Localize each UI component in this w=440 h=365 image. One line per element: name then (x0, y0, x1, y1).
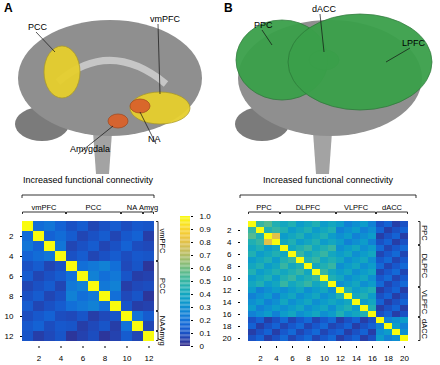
svg-text:0.7: 0.7 (200, 251, 212, 260)
svg-text:6: 6 (9, 272, 14, 281)
svg-text:PCC: PCC (86, 203, 102, 212)
svg-text:8: 8 (306, 354, 311, 363)
svg-text:4: 4 (9, 252, 14, 261)
svg-text:A: A (4, 1, 13, 15)
svg-text:14: 14 (352, 354, 361, 363)
svg-text:8: 8 (9, 292, 14, 301)
svg-text:NA: NA (158, 316, 167, 326)
svg-text:vmPFC: vmPFC (32, 203, 58, 212)
svg-text:PCC: PCC (158, 278, 167, 294)
svg-text:4: 4 (274, 354, 279, 363)
svg-text:4: 4 (227, 238, 232, 247)
svg-text:8: 8 (227, 262, 232, 271)
svg-text:NA: NA (148, 134, 161, 144)
svg-text:VLPFC: VLPFC (344, 203, 369, 212)
svg-text:Amygdala: Amygdala (70, 144, 110, 154)
svg-text:12: 12 (336, 354, 345, 363)
svg-text:1.0: 1.0 (200, 212, 212, 221)
svg-text:vmPFC: vmPFC (150, 14, 180, 24)
svg-text:20: 20 (223, 334, 232, 343)
svg-text:PPC: PPC (254, 20, 273, 30)
svg-text:0.6: 0.6 (200, 264, 212, 273)
svg-text:0.4: 0.4 (200, 290, 212, 299)
svg-text:10: 10 (223, 274, 232, 283)
svg-text:10: 10 (123, 354, 132, 363)
svg-text:6: 6 (81, 354, 86, 363)
html-text:Increased functional connectiv: Increased functional connectivity (263, 175, 393, 185)
svg-text:10: 10 (5, 312, 14, 321)
svg-text:PPC: PPC (420, 225, 429, 241)
svg-text:PPC: PPC (256, 203, 272, 212)
svg-text:16: 16 (368, 354, 377, 363)
svg-text:dACC: dACC (382, 203, 403, 212)
svg-text:NA: NA (127, 203, 137, 212)
svg-text:6: 6 (290, 354, 295, 363)
svg-text:4: 4 (59, 354, 64, 363)
svg-text:0.2: 0.2 (200, 316, 212, 325)
svg-text:12: 12 (145, 354, 154, 363)
svg-text:PCC: PCC (28, 22, 48, 32)
svg-text:0.9: 0.9 (200, 225, 212, 234)
svg-text:8: 8 (103, 354, 108, 363)
svg-text:Amyg: Amyg (158, 326, 167, 345)
svg-text:12: 12 (223, 286, 232, 295)
svg-text:0.8: 0.8 (200, 238, 212, 247)
svg-text:vmPFC: vmPFC (158, 229, 167, 255)
svg-text:20: 20 (400, 354, 409, 363)
svg-text:VLPFC: VLPFC (420, 290, 429, 315)
svg-text:12: 12 (5, 332, 14, 341)
svg-text:DLPFC: DLPFC (296, 203, 321, 212)
svg-text:0.1: 0.1 (200, 329, 212, 338)
svg-text:16: 16 (223, 310, 232, 319)
svg-text:Amyg: Amyg (139, 203, 158, 212)
svg-text:2: 2 (37, 354, 42, 363)
svg-text:dACC: dACC (420, 319, 429, 340)
svg-text:2: 2 (258, 354, 263, 363)
svg-text:0: 0 (200, 342, 205, 351)
svg-text:18: 18 (384, 354, 393, 363)
svg-text:0.5: 0.5 (200, 277, 212, 286)
svg-text:2: 2 (227, 226, 232, 235)
svg-text:10: 10 (320, 354, 329, 363)
svg-text:LPFC: LPFC (402, 38, 426, 48)
svg-text:dACC: dACC (312, 4, 337, 14)
svg-text:18: 18 (223, 322, 232, 331)
svg-text:14: 14 (223, 298, 232, 307)
svg-text:6: 6 (227, 250, 232, 259)
svg-text:2: 2 (9, 232, 14, 241)
svg-text:0.3: 0.3 (200, 303, 212, 312)
svg-text:DLPFC: DLPFC (420, 254, 429, 279)
svg-text:B: B (224, 1, 233, 15)
html-text:Increased functional connectiv: Increased functional connectivity (23, 175, 153, 185)
